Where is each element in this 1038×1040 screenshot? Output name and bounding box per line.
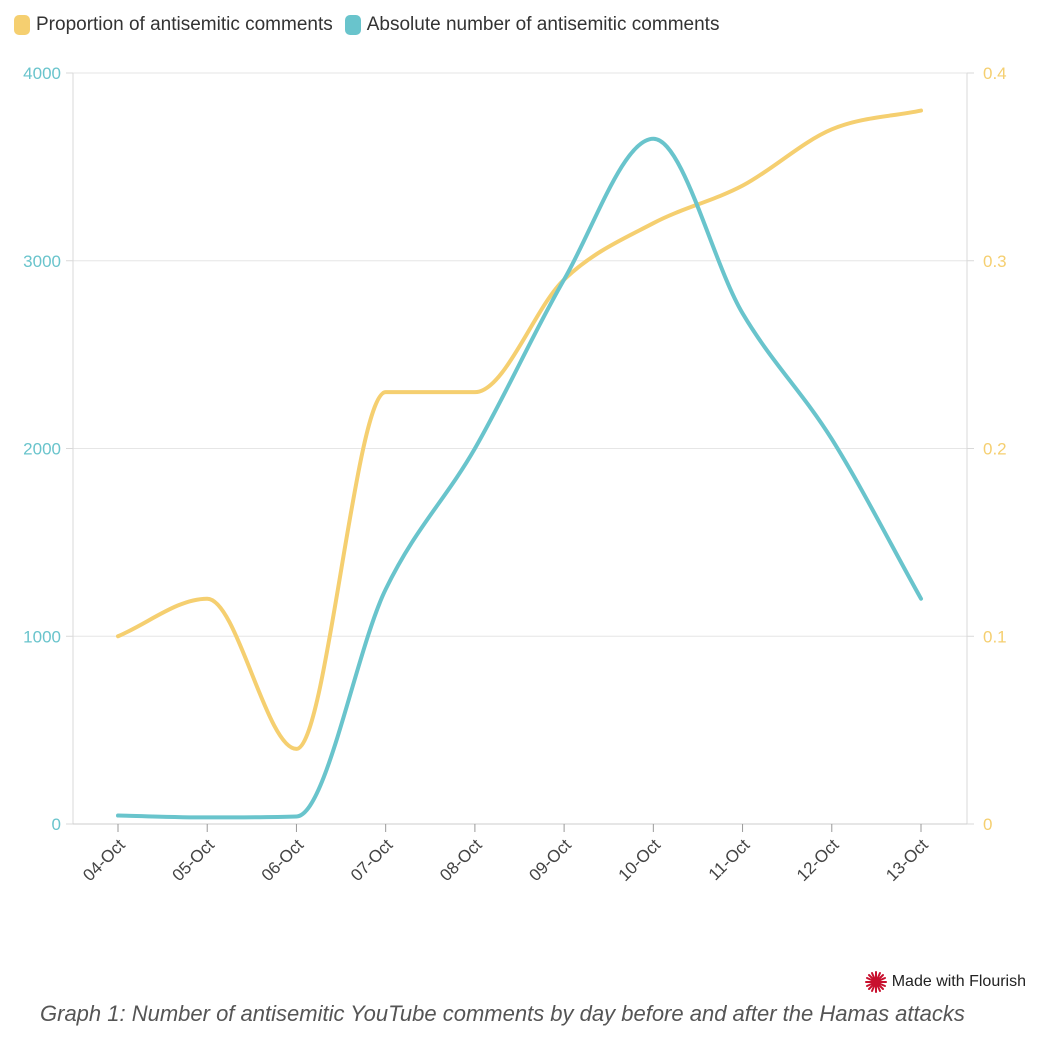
left-tick-label: 2000 xyxy=(23,440,61,459)
legend-item-proportion[interactable]: Proportion of antisemitic comments xyxy=(14,14,333,36)
legend-swatch-proportion xyxy=(14,15,30,35)
legend-item-absolute[interactable]: Absolute number of antisemitic comments xyxy=(344,14,720,36)
right-tick-label: 0.2 xyxy=(983,440,1007,459)
x-tick-label: 10-Oct xyxy=(615,835,665,885)
legend-label-absolute: Absolute number of antisemitic comments xyxy=(366,14,720,35)
left-axis-ticks: 0 1000 2000 3000 4000 xyxy=(23,64,73,834)
flourish-credit-text: Made with Flourish xyxy=(891,973,1026,990)
x-tick-label: 09-Oct xyxy=(525,835,575,885)
right-axis-ticks: 0 0.1 0.2 0.3 0.4 xyxy=(967,64,1007,834)
graph-caption: Graph 1: Number of antisemitic YouTube c… xyxy=(40,1001,965,1026)
x-tick-label: 08-Oct xyxy=(436,835,486,885)
right-tick-label: 0 xyxy=(983,815,992,834)
legend-label-proportion: Proportion of antisemitic comments xyxy=(36,14,333,35)
grid-lines xyxy=(73,72,967,637)
left-tick-label: 1000 xyxy=(23,627,61,646)
x-tick-label: 04-Oct xyxy=(79,835,129,885)
x-tick-label: 11-Oct xyxy=(705,835,754,884)
x-tick-label: 13-Oct xyxy=(882,835,932,885)
x-tick-label: 12-Oct xyxy=(793,835,843,885)
right-tick-label: 0.3 xyxy=(983,252,1007,271)
x-tick-label: 07-Oct xyxy=(347,835,397,885)
x-axis-ticks: 04-Oct 05-Oct 06-Oct 07-Oct 08-Oct 09-Oct 10-O… xyxy=(79,824,932,885)
flourish-credit[interactable]: Made with Flourish xyxy=(864,970,1026,994)
flourish-logo-icon xyxy=(864,971,887,993)
legend-swatch-absolute xyxy=(344,15,361,35)
series-line-proportion[interactable] xyxy=(116,108,923,751)
x-tick-label: 05-Oct xyxy=(169,835,219,885)
series-line-absolute[interactable] xyxy=(116,136,923,820)
left-tick-label: 3000 xyxy=(23,252,61,271)
right-tick-label: 0.4 xyxy=(983,64,1007,83)
left-tick-label: 0 xyxy=(52,815,61,834)
series-lines xyxy=(116,108,923,820)
chart-legend: Proportion of antisemitic comments Absol… xyxy=(14,12,719,38)
x-tick-label: 06-Oct xyxy=(258,835,308,885)
right-tick-label: 0.1 xyxy=(983,627,1007,646)
line-chart: 0 1000 2000 3000 4000 0 0.1 0.2 0.3 0.4 04-Oct 05… xyxy=(23,64,1007,885)
left-tick-label: 4000 xyxy=(23,64,61,83)
